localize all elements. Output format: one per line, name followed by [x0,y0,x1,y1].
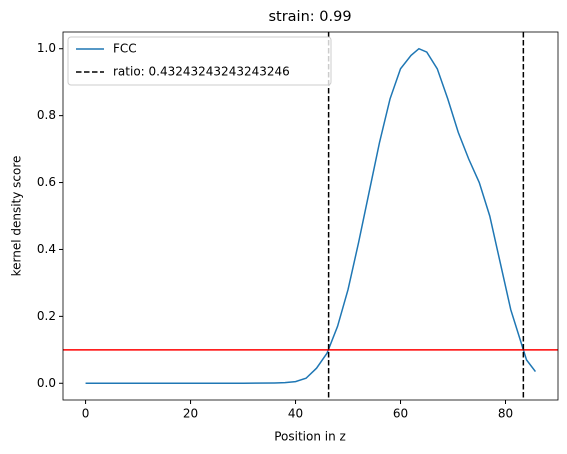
plot-frame [62,31,559,401]
legend-box [67,36,332,86]
y-tick-label: 1.0 [37,41,56,55]
data-line [85,47,537,385]
x-tick-label: 20 [183,407,198,421]
y-tick-label: 0.0 [37,376,56,390]
x-tick-label: 0 [82,407,90,421]
x-axis-label: Position in z [274,430,346,444]
x-tick-label: 40 [288,407,303,421]
y-tick-label: 0.6 [37,175,56,189]
x-tick-label: 80 [498,407,513,421]
y-tick-label: 0.8 [37,108,56,122]
legend-label: FCC [113,42,137,56]
y-tick-label: 0.2 [37,309,56,323]
x-tick-label: 60 [393,407,408,421]
chart-title: strain: 0.99 [268,9,351,25]
y-axis-label: kernel density score [10,156,24,277]
y-tick-label: 0.4 [37,242,56,256]
legend-label: ratio: 0.43243243243243246 [113,65,290,79]
